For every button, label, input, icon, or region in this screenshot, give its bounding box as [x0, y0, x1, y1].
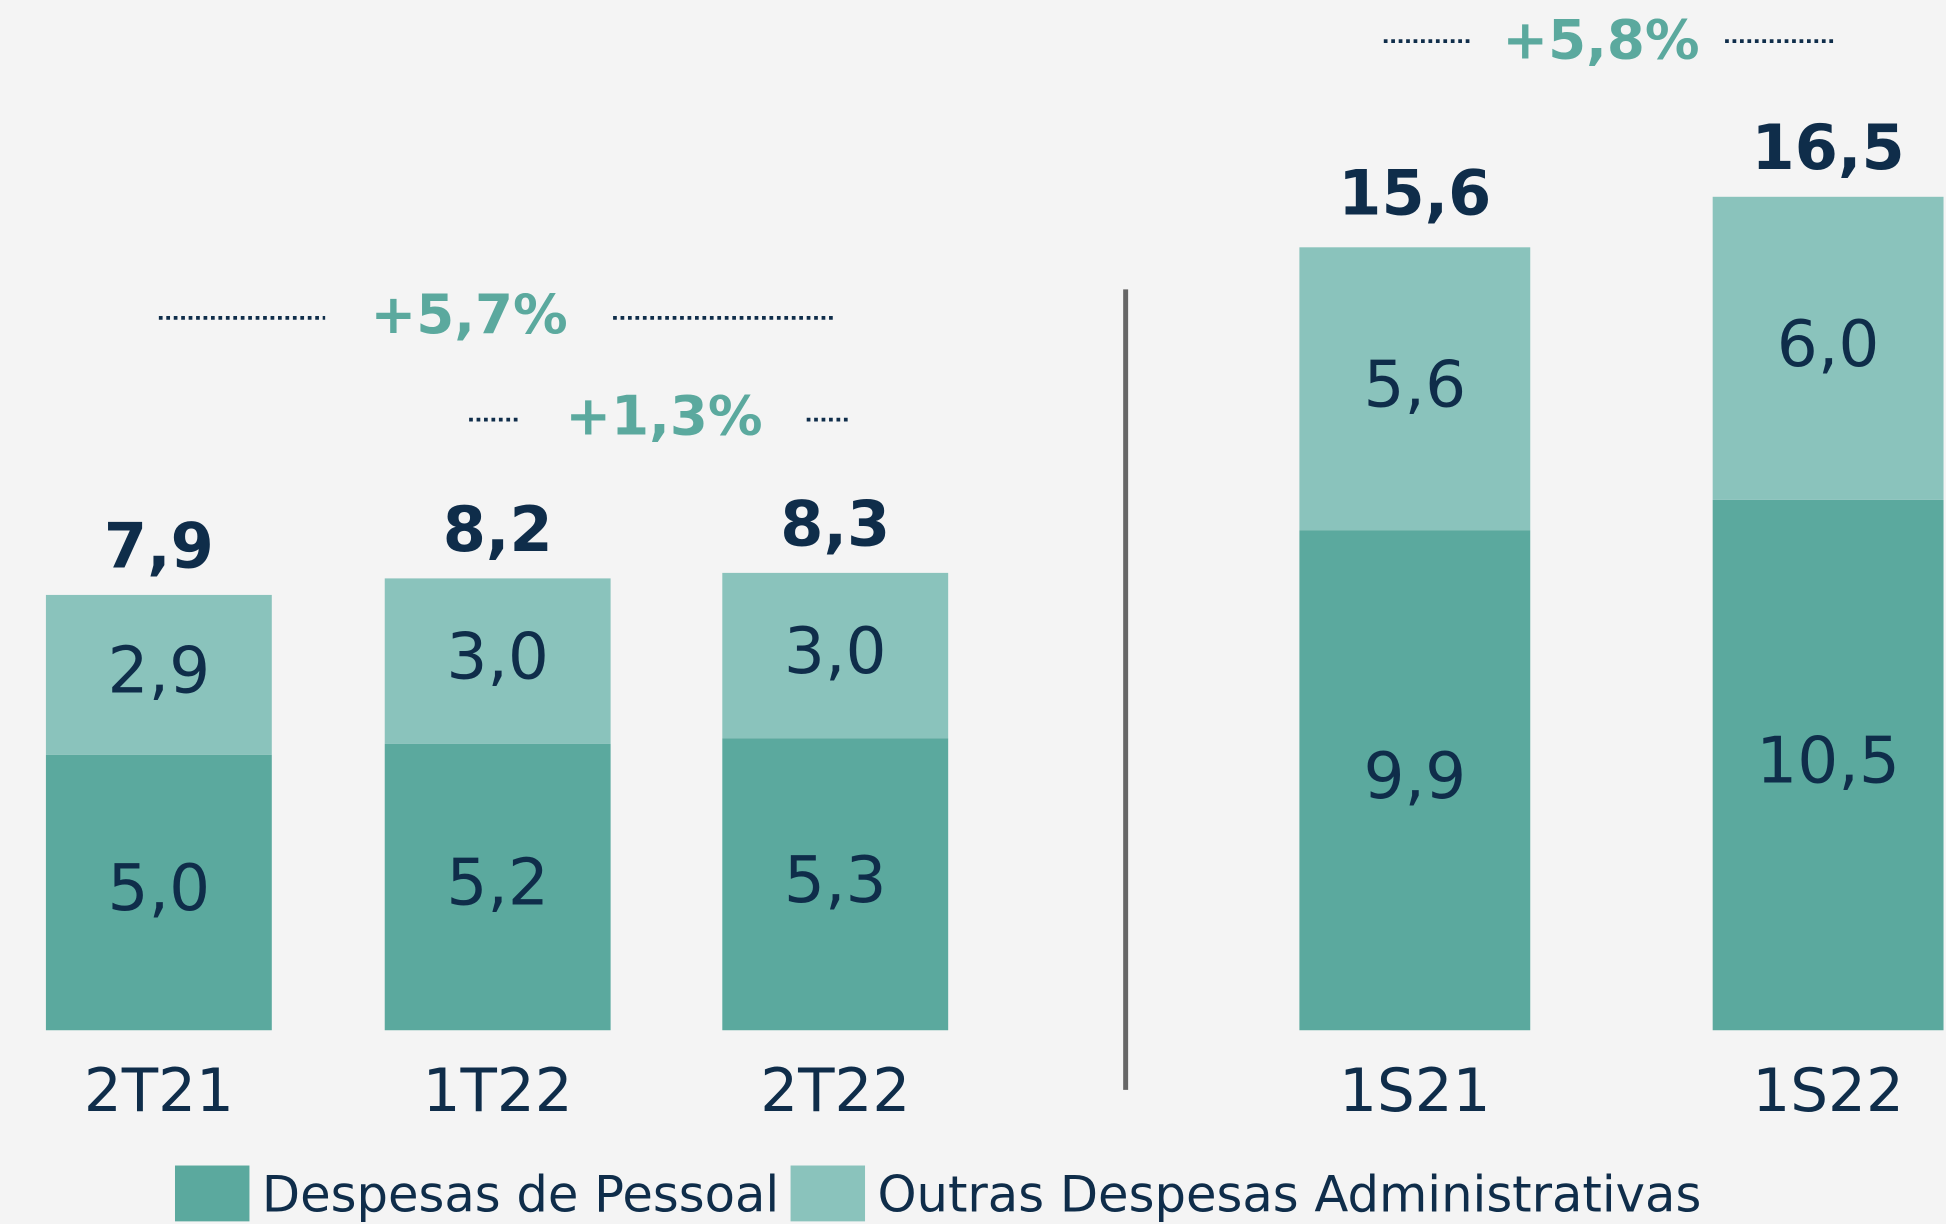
- x-tick-label: 1S21: [1339, 1057, 1490, 1126]
- total-label: 15,6: [1338, 157, 1491, 230]
- legend-swatch: [790, 1165, 866, 1222]
- value-label: 5,6: [1364, 347, 1467, 422]
- value-label: 3,0: [446, 620, 549, 695]
- total-label: 8,2: [443, 493, 553, 566]
- legend-label: Despesas de Pessoal: [262, 1165, 779, 1223]
- annotation: +1,3%: [565, 384, 762, 448]
- value-label: 5,0: [108, 851, 211, 926]
- value-label: 10,5: [1756, 724, 1900, 799]
- value-label: 9,9: [1364, 739, 1467, 814]
- total-label: 7,9: [104, 509, 214, 582]
- legend-swatch: [174, 1165, 250, 1222]
- bar-segment: [384, 578, 611, 744]
- bar-segment: [45, 754, 272, 1031]
- bar-segment: [1712, 196, 1944, 500]
- annotation: +5,8%: [1502, 8, 1699, 72]
- bar-segment: [384, 743, 611, 1031]
- x-tick-label: 1T22: [423, 1057, 573, 1126]
- value-label: 2,9: [108, 633, 211, 708]
- bar-segment: [1299, 530, 1531, 1031]
- x-tick-label: 2T21: [84, 1057, 234, 1126]
- total-label: 16,5: [1752, 111, 1905, 184]
- bar-segment: [722, 738, 949, 1031]
- bar-segment: [45, 594, 272, 755]
- value-label: 6,0: [1777, 307, 1880, 382]
- value-label: 5,3: [784, 843, 887, 918]
- total-label: 8,3: [780, 487, 890, 560]
- legend-label: Outras Despesas Administrativas: [877, 1165, 1701, 1223]
- bar-segment: [722, 572, 949, 739]
- value-label: 5,2: [446, 846, 549, 921]
- x-tick-label: 1S22: [1752, 1057, 1904, 1126]
- bar-segment: [1712, 499, 1944, 1031]
- value-label: 3,0: [784, 614, 887, 689]
- annotation: +5,7%: [371, 282, 568, 346]
- x-tick-label: 2T22: [760, 1057, 910, 1126]
- bar-segment: [1299, 247, 1531, 531]
